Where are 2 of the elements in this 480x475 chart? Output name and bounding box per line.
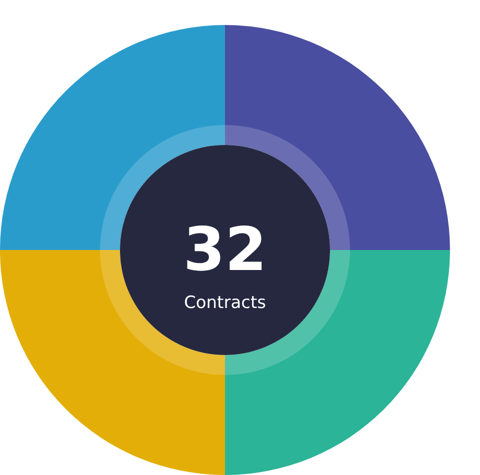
text: 32 (183, 215, 267, 285)
text: Contracts (184, 293, 266, 313)
